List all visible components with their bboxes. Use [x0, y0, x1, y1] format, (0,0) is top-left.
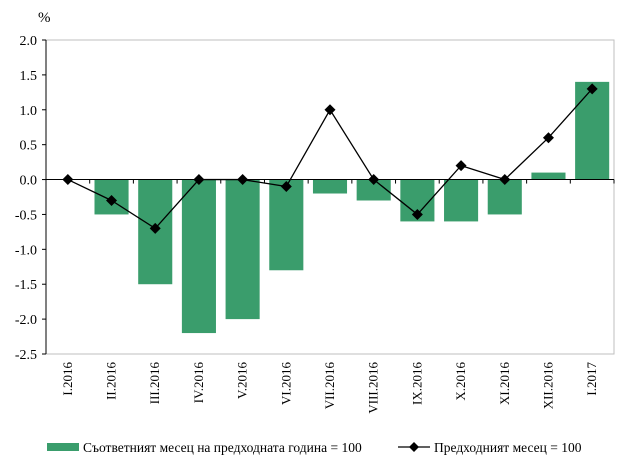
- x-tick-label: X.2016: [453, 362, 468, 401]
- y-tick-label: -2.0: [15, 313, 37, 328]
- x-tick-label: XI.2016: [497, 362, 512, 405]
- y-axis-ticks: 2.0 1.5 1.0 0.5 0.0 -0.5 -1.0 -1.5 -2.0 -2.5: [15, 34, 37, 363]
- plot-border: [45, 39, 615, 355]
- y-tick-label: -1.5: [15, 278, 37, 293]
- x-tick-label: VI.2016: [278, 362, 293, 405]
- line-point-marker: [106, 194, 118, 206]
- axes: [42, 39, 615, 355]
- x-tick-label: VIII.2016: [366, 362, 381, 414]
- x-tick-label: III.2016: [147, 362, 162, 405]
- y-tick-label: 1.0: [20, 104, 38, 119]
- x-tick-label: XII.2016: [540, 362, 555, 410]
- line-series: [62, 83, 598, 234]
- x-axis-ticks: I.2016 II.2016 III.2016 IV.2016 V.2016 VI.201…: [60, 362, 599, 414]
- legend: Съответният месец на предходната година …: [47, 440, 582, 455]
- x-tick-label: II.2016: [104, 362, 119, 400]
- y-tick-label: 0.0: [20, 174, 38, 189]
- line-point-marker: [280, 181, 292, 193]
- bar: [225, 179, 260, 320]
- legend-line-marker: [409, 442, 419, 452]
- legend-bar-swatch: [47, 443, 79, 451]
- bar: [487, 179, 522, 215]
- x-tick-label: VII.2016: [322, 362, 337, 410]
- bar-series: [94, 81, 610, 334]
- x-tick-label: V.2016: [235, 362, 250, 399]
- line-point-marker: [586, 83, 598, 95]
- bar: [269, 179, 304, 271]
- x-tick-label: IX.2016: [409, 362, 424, 405]
- line-point-marker: [149, 222, 161, 234]
- line-point-marker: [542, 132, 554, 144]
- line-point-marker: [324, 104, 336, 116]
- line-point-marker: [455, 160, 467, 172]
- bar: [444, 179, 479, 222]
- bar: [356, 179, 391, 201]
- y-tick-label: -1.0: [15, 243, 37, 258]
- bar: [181, 179, 216, 334]
- y-tick-label: -0.5: [15, 208, 37, 223]
- line-point-marker: [62, 174, 74, 186]
- line-point-marker: [411, 208, 423, 220]
- plot-area: [45, 39, 615, 355]
- line-point-marker: [237, 174, 249, 186]
- line-point-marker: [499, 174, 511, 186]
- line-point-marker: [368, 174, 380, 186]
- y-tick-label: -2.5: [15, 348, 37, 363]
- bar: [575, 81, 610, 180]
- legend-line-label: Предходният месец = 100: [434, 440, 582, 455]
- y-tick-label: 0.5: [20, 139, 38, 154]
- line-point-marker: [193, 174, 205, 186]
- y-tick-label: 2.0: [20, 34, 38, 49]
- x-tick-label: I.2016: [60, 362, 75, 396]
- y-unit-label: %: [38, 10, 51, 26]
- x-tick-label: IV.2016: [191, 362, 206, 404]
- legend-bar-label: Съответният месец на предходната година …: [83, 440, 362, 455]
- y-tick-label: 1.5: [20, 69, 38, 84]
- x-tick-label: I.2017: [584, 362, 599, 396]
- bar: [312, 179, 348, 194]
- bar: [531, 172, 566, 180]
